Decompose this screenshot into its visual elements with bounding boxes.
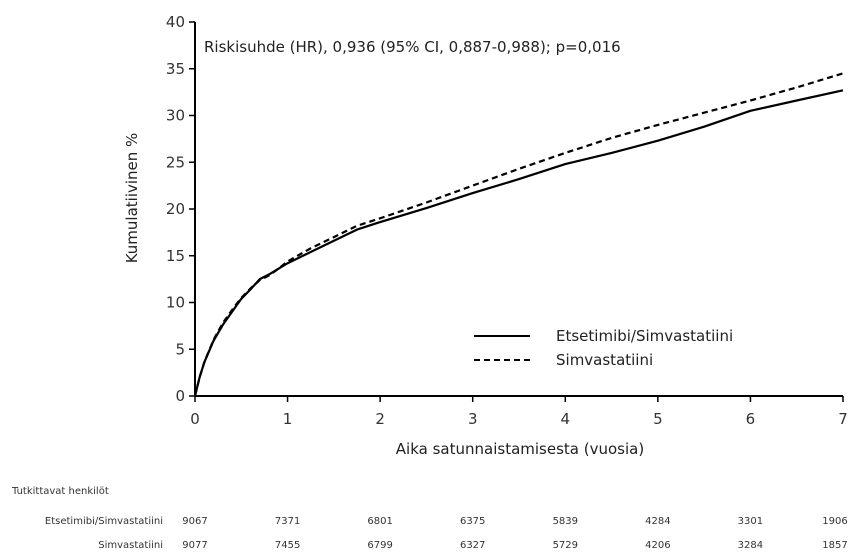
y-tick-label: 35 [166, 60, 185, 78]
risk-value: 6801 [367, 516, 393, 527]
series-line-etsetimibi-simvastatiini [193, 89, 844, 397]
x-tick-label: 1 [283, 410, 293, 428]
y-tick-label: 10 [166, 294, 185, 312]
y-tick-label: 40 [166, 13, 185, 31]
series-line-simvastatiini [193, 72, 844, 397]
y-tick-label: 5 [175, 340, 185, 358]
hr-annotation: Riskisuhde (HR), 0,936 (95% CI, 0,887-0,… [204, 38, 621, 56]
risk-value: 6375 [459, 516, 486, 527]
series-layer [193, 72, 844, 397]
y-tick-label: 30 [166, 107, 185, 125]
risk-value: 6327 [459, 540, 486, 551]
x-tick-label: 3 [468, 410, 478, 428]
y-tick-label: 20 [166, 200, 185, 218]
risk-value: 9077 [182, 540, 208, 551]
risk-value: 9067 [182, 516, 208, 527]
risk-value: 1906 [822, 516, 848, 527]
legend-label: Etsetimibi/Simvastatiini [556, 327, 733, 345]
x-tick-label: 7 [838, 410, 848, 428]
risk-value: 5729 [552, 540, 579, 551]
risk-value: 7455 [274, 540, 301, 551]
risk-value: 3301 [737, 516, 764, 527]
risk-table-title: Tutkittavat henkilöt [12, 486, 109, 497]
x-axis-title: Aika satunnaistamisesta (vuosia) [396, 440, 644, 458]
risk-value: 1857 [822, 540, 848, 551]
x-tick-label: 2 [375, 410, 385, 428]
risk-row-label: Simvastatiini [98, 540, 163, 551]
chart: 0 1 2 3 4 5 6 7 0 5 10 15 20 25 30 35 40 Riskisuhde (HR)… [123, 13, 848, 458]
risk-value: 4284 [645, 516, 671, 527]
x-tick-label: 4 [561, 410, 571, 428]
y-axis-title: Kumulatiivinen % [123, 133, 141, 264]
y-tick-label: 25 [166, 153, 185, 171]
risk-value: 7371 [274, 516, 301, 527]
risk-row-etsetimibi: Etsetimibi/Simvastatiini 9067 7371 6801 637… [0, 516, 863, 530]
x-tick-label: 6 [746, 410, 756, 428]
risk-value: 6799 [367, 540, 393, 551]
y-tick-label: 15 [166, 247, 185, 265]
x-tick-label: 0 [190, 410, 200, 428]
risk-row-simvastatiini: Simvastatiini 9077 7455 6799 6327 5729 4206 32… [0, 540, 863, 554]
risk-row-label: Etsetimibi/Simvastatiini [44, 516, 163, 527]
risk-value: 5839 [552, 516, 579, 527]
risk-value: 4206 [645, 540, 671, 551]
x-tick-label: 5 [653, 410, 663, 428]
legend: Etsetimibi/Simvastatiini Simvastatiini [474, 327, 733, 369]
legend-label: Simvastatiini [556, 351, 653, 369]
risk-value: 3284 [737, 540, 764, 551]
axes: 0 1 2 3 4 5 6 7 0 5 10 15 20 25 30 35 40 [166, 13, 848, 428]
y-tick-label: 0 [175, 387, 185, 405]
